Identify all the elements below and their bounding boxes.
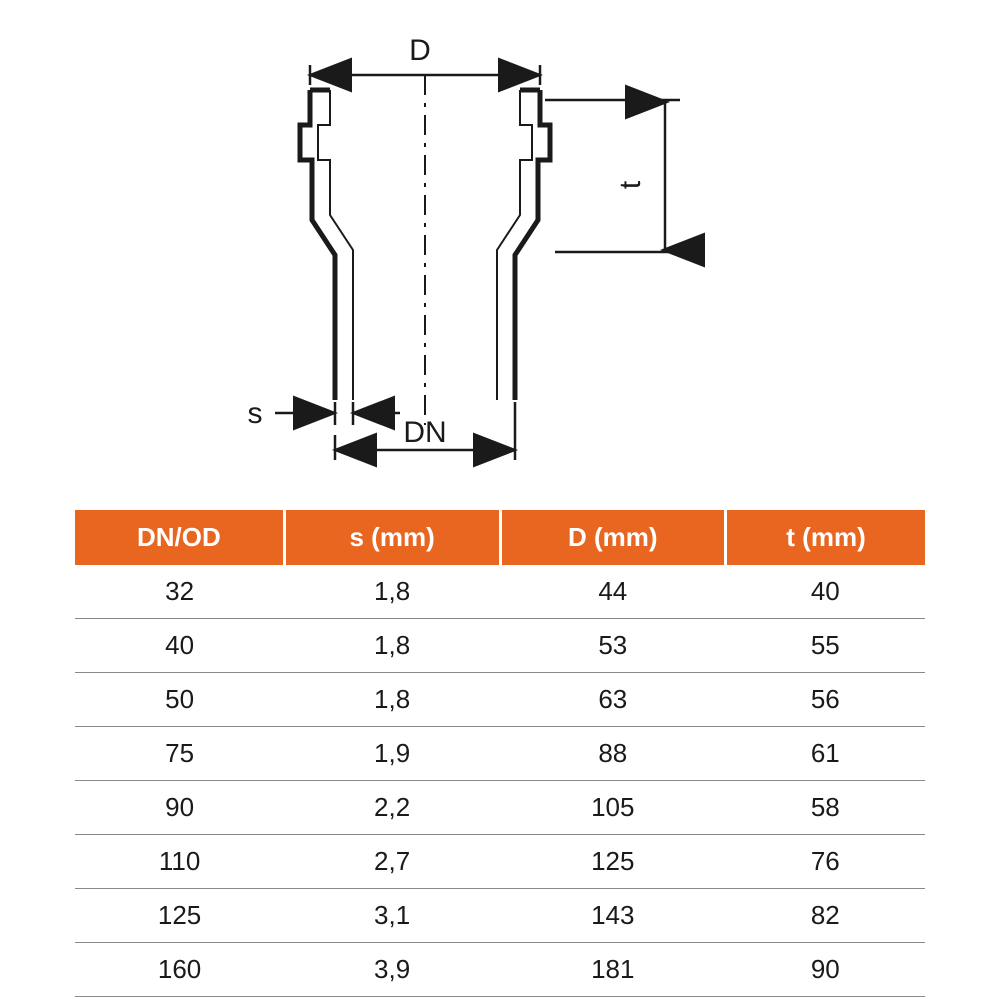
table-header-row: DN/OD s (mm) D (mm) t (mm) [75, 510, 925, 565]
table-cell: 32 [75, 565, 284, 619]
table-row: 1102,712576 [75, 835, 925, 889]
table-cell: 44 [500, 565, 726, 619]
dimensions-table: DN/OD s (mm) D (mm) t (mm) 321,84440401,… [75, 510, 925, 997]
table-cell: 58 [726, 781, 925, 835]
col-header: DN/OD [75, 510, 284, 565]
table-row: 1253,114382 [75, 889, 925, 943]
table-row: 902,210558 [75, 781, 925, 835]
table-cell: 63 [500, 673, 726, 727]
table-cell: 105 [500, 781, 726, 835]
table-row: 751,98861 [75, 727, 925, 781]
dim-label-s: s [248, 397, 263, 430]
table-cell: 90 [75, 781, 284, 835]
table-cell: 53 [500, 619, 726, 673]
col-header: t (mm) [726, 510, 925, 565]
table-cell: 76 [726, 835, 925, 889]
table-row: 501,86356 [75, 673, 925, 727]
table-cell: 40 [726, 565, 925, 619]
dim-label-DN: DN [403, 416, 446, 449]
table-cell: 61 [726, 727, 925, 781]
dimensions-table-wrap: DN/OD s (mm) D (mm) t (mm) 321,84440401,… [75, 510, 925, 997]
dim-label-D: D [409, 34, 431, 67]
table-cell: 125 [75, 889, 284, 943]
table-cell: 2,2 [284, 781, 500, 835]
technical-diagram: D t s DN [140, 30, 860, 470]
table-cell: 88 [500, 727, 726, 781]
table-cell: 1,8 [284, 673, 500, 727]
table-cell: 160 [75, 943, 284, 997]
col-header: s (mm) [284, 510, 500, 565]
dim-label-t: t [614, 180, 647, 189]
table-cell: 3,1 [284, 889, 500, 943]
table-cell: 50 [75, 673, 284, 727]
table-cell: 3,9 [284, 943, 500, 997]
table-cell: 90 [726, 943, 925, 997]
table-row: 321,84440 [75, 565, 925, 619]
col-header: D (mm) [500, 510, 726, 565]
table-cell: 55 [726, 619, 925, 673]
table-row: 1603,918190 [75, 943, 925, 997]
table-cell: 2,7 [284, 835, 500, 889]
table-cell: 1,8 [284, 619, 500, 673]
table-cell: 110 [75, 835, 284, 889]
table-cell: 125 [500, 835, 726, 889]
table-cell: 40 [75, 619, 284, 673]
table-cell: 181 [500, 943, 726, 997]
table-row: 401,85355 [75, 619, 925, 673]
table-cell: 75 [75, 727, 284, 781]
pipe-fitting-svg: D t s DN [140, 30, 860, 470]
table-cell: 1,9 [284, 727, 500, 781]
table-cell: 1,8 [284, 565, 500, 619]
table-cell: 56 [726, 673, 925, 727]
table-cell: 82 [726, 889, 925, 943]
table-cell: 143 [500, 889, 726, 943]
